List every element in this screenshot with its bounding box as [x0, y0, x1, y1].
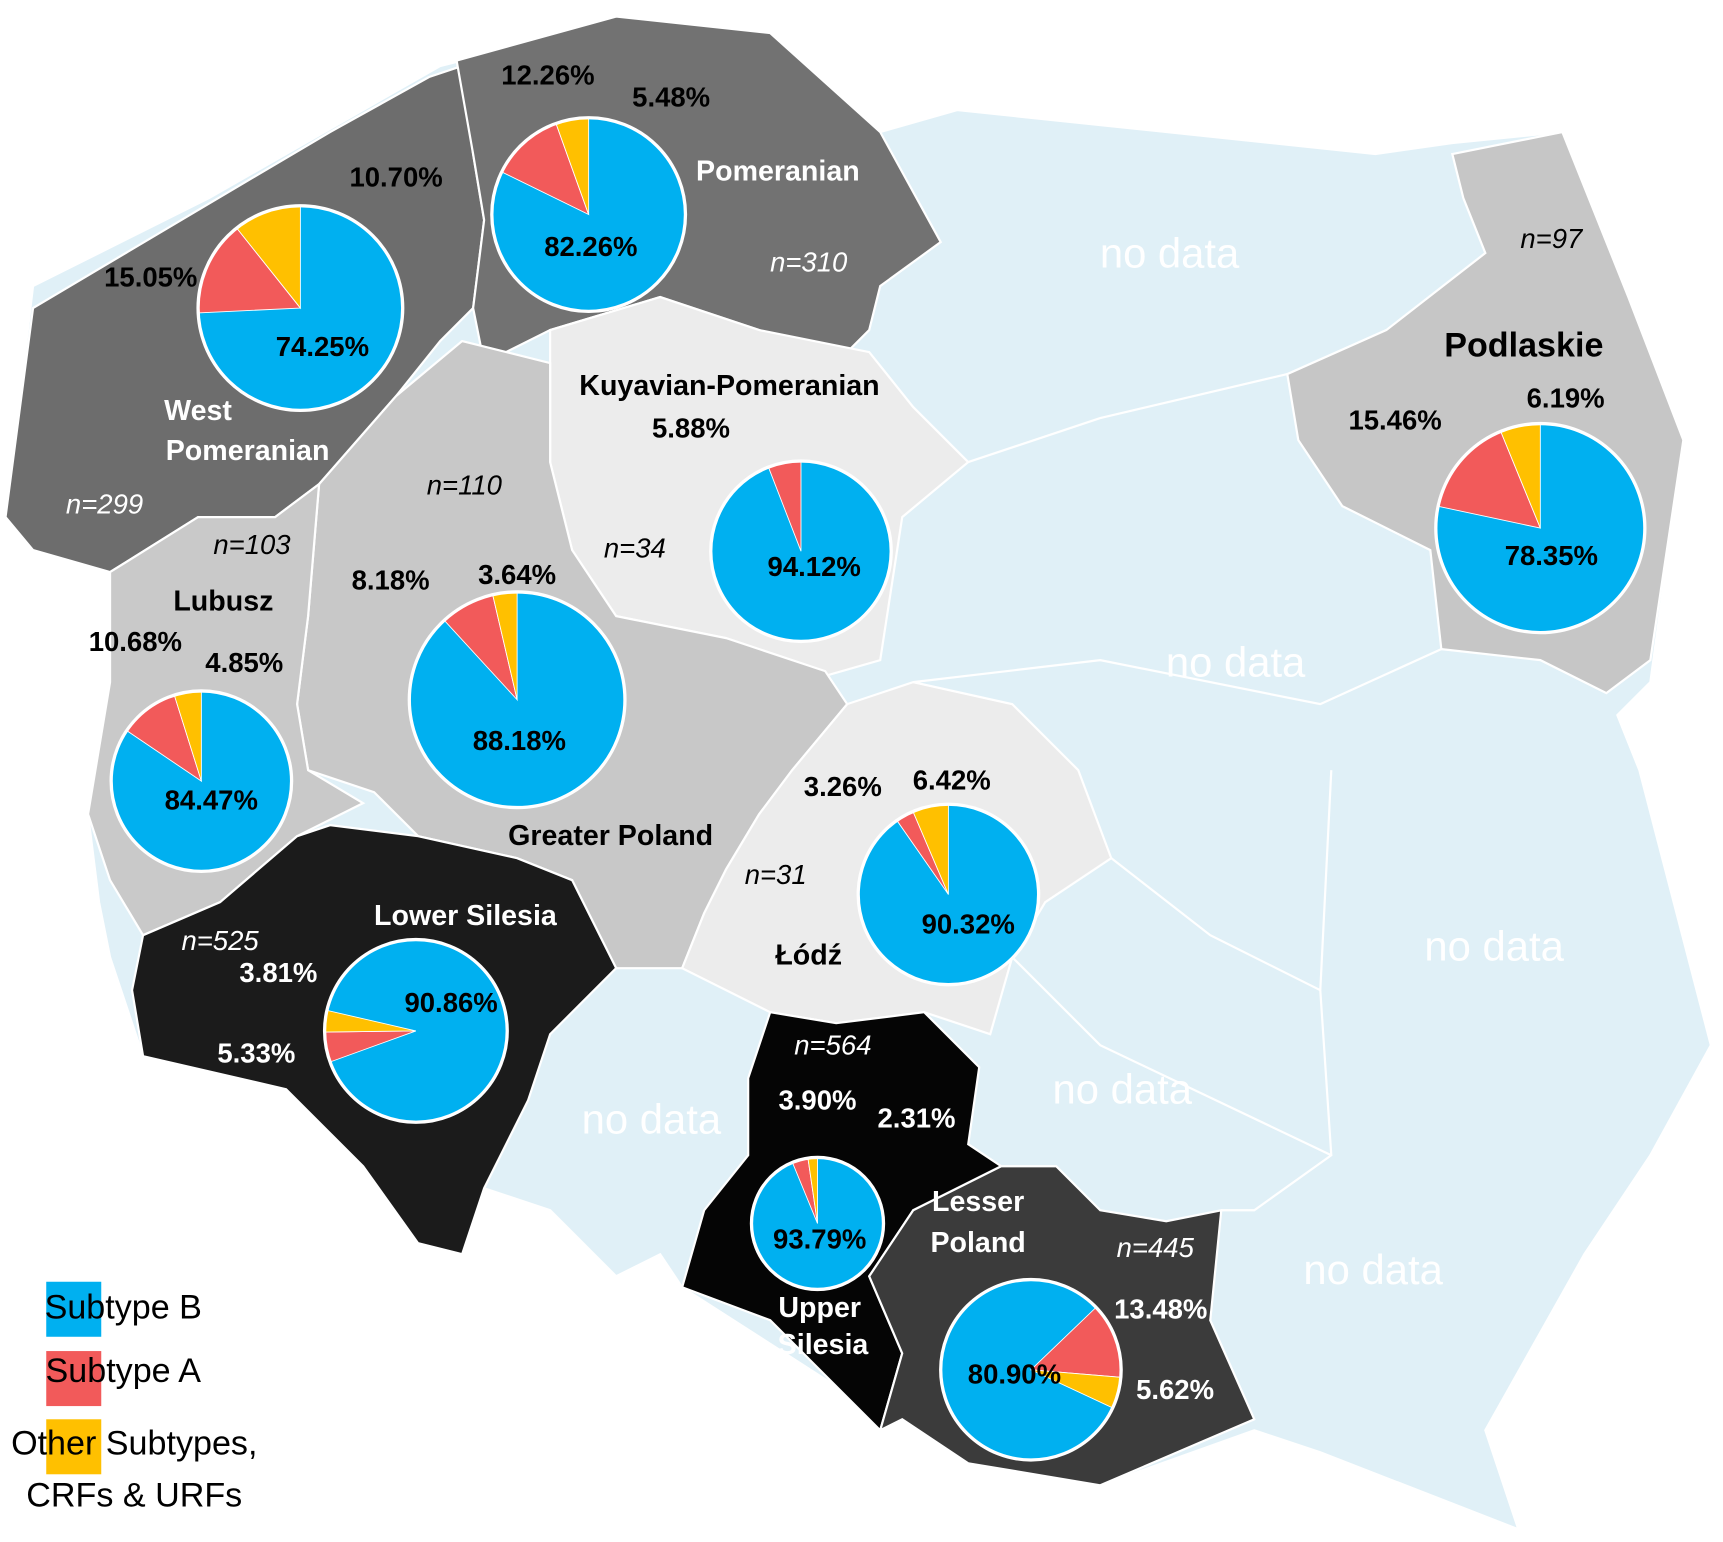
pie-outline: [196, 204, 405, 413]
region-name: Lesser: [932, 1186, 1024, 1218]
pie-label: 4.85%: [205, 647, 283, 678]
pie-label: 6.19%: [1527, 383, 1605, 414]
sample-size: n=31: [745, 859, 807, 890]
sample-size: n=34: [604, 532, 666, 563]
region-name: Poland: [930, 1227, 1025, 1259]
pie-outline: [749, 1155, 886, 1292]
pie-label: 5.33%: [217, 1037, 295, 1068]
legend-label: Subtype A: [46, 1352, 202, 1390]
pie-label: 5.88%: [652, 412, 730, 443]
sample-size: n=564: [794, 1030, 871, 1061]
legend-label: Other Subtypes,: [11, 1425, 257, 1463]
pie-label: 12.26%: [501, 59, 594, 90]
region-name: West: [164, 395, 232, 427]
pie-outline: [856, 802, 1041, 987]
pie-label: 15.05%: [104, 262, 197, 293]
no-data-label: no data: [582, 1095, 722, 1142]
pie-label: 13.48%: [1114, 1294, 1207, 1325]
pie-label: 5.62%: [1136, 1374, 1214, 1405]
border: [913, 648, 1442, 706]
pie-label: 80.90%: [968, 1359, 1061, 1390]
sample-size: n=525: [181, 925, 259, 956]
pie-outline: [939, 1277, 1123, 1462]
region-name: Greater Poland: [508, 820, 713, 852]
no-data-label: no data: [1303, 1246, 1443, 1293]
pie-outline: [709, 459, 893, 644]
pie-label: 93.79%: [773, 1223, 866, 1254]
region-name: Lubusz: [173, 585, 273, 617]
pie-label: 78.35%: [1505, 540, 1598, 571]
pie-slice: [326, 939, 508, 1123]
pie-label: 88.18%: [473, 725, 566, 756]
sample-size: n=110: [427, 470, 503, 501]
sample-size: n=103: [213, 529, 291, 560]
pie-label: 82.26%: [544, 231, 637, 262]
pie-label: 3.90%: [778, 1085, 856, 1116]
border: [1110, 857, 1321, 992]
pie-outline: [490, 116, 688, 314]
pie-label: 15.46%: [1348, 405, 1441, 436]
region-name: Podlaskie: [1444, 327, 1603, 365]
no-data-label: no data: [1053, 1066, 1193, 1113]
border: [967, 373, 1288, 464]
pie-outline: [407, 590, 627, 810]
legend-label: Subtype B: [45, 1288, 202, 1326]
legend-swatch: [46, 1281, 102, 1337]
border: [1011, 956, 1332, 1157]
region-name: Pomeranian: [166, 435, 330, 467]
legend-swatch: [46, 1351, 102, 1407]
pie-outline: [109, 689, 294, 874]
sample-size: n=299: [66, 488, 143, 519]
pie-outline: [322, 937, 509, 1124]
pie-label: 5.48%: [632, 81, 710, 112]
pie-label: 3.26%: [804, 771, 882, 802]
pie-label: 94.12%: [768, 551, 861, 582]
sample-size: n=97: [1520, 223, 1584, 254]
sample-size: n=445: [1117, 1232, 1195, 1263]
overlay: West Pomeranian n=299 74.25% 15.05% 10.70% Pom…: [11, 59, 1647, 1514]
pie-label: 90.32%: [922, 909, 1015, 940]
no-data-label: no data: [1424, 923, 1564, 970]
legend-label: CRFs & URFs: [26, 1476, 242, 1514]
pie-label: 3.64%: [478, 559, 556, 590]
pie-label: 10.68%: [89, 626, 182, 657]
legend-swatch: [46, 1419, 102, 1475]
pie-label: 10.70%: [349, 162, 442, 193]
pie-label: 6.42%: [913, 765, 991, 796]
pie-label: 3.81%: [239, 957, 317, 988]
sample-size: n=310: [770, 246, 848, 277]
region-name: Lower Silesia: [374, 900, 558, 932]
pie-outline: [1434, 421, 1647, 635]
region-name: Upper: [778, 1292, 861, 1324]
pie-label: 8.18%: [352, 564, 430, 595]
pie-label: 74.25%: [276, 331, 369, 362]
pie-label: 90.86%: [404, 987, 497, 1018]
pie-label: 2.31%: [878, 1102, 956, 1133]
region-name: Łódź: [775, 940, 842, 972]
region-name: Silesia: [778, 1329, 870, 1361]
region-name: Kuyavian-Pomeranian: [579, 370, 879, 402]
pie-slice: [940, 1279, 1113, 1460]
region-name: Pomeranian: [696, 155, 860, 187]
pie-label: 84.47%: [165, 784, 258, 815]
no-data-label: no data: [1166, 639, 1306, 686]
no-data-label: no data: [1100, 229, 1240, 276]
